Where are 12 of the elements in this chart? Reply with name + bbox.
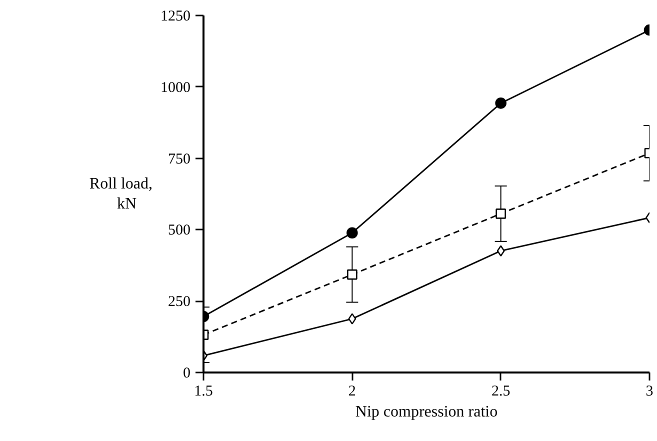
y-tick-label: 500 xyxy=(168,222,190,239)
y-tick-label: 1000 xyxy=(160,80,190,96)
x-axis-title: Nip compression ratio xyxy=(355,404,498,420)
x-tick-label: 3 xyxy=(646,384,654,400)
x-tick-label: 2.5 xyxy=(491,384,510,400)
y-axis-title: Roll load, kN xyxy=(89,175,152,213)
y-tick-label: 1250 xyxy=(160,8,190,24)
x-tick-label: 2 xyxy=(348,384,356,400)
y-tick-label: 750 xyxy=(168,151,190,168)
y-tick-label: 0 xyxy=(183,366,190,382)
x-tick-label: 1.5 xyxy=(194,384,213,400)
y-tick-label: 250 xyxy=(168,294,190,310)
